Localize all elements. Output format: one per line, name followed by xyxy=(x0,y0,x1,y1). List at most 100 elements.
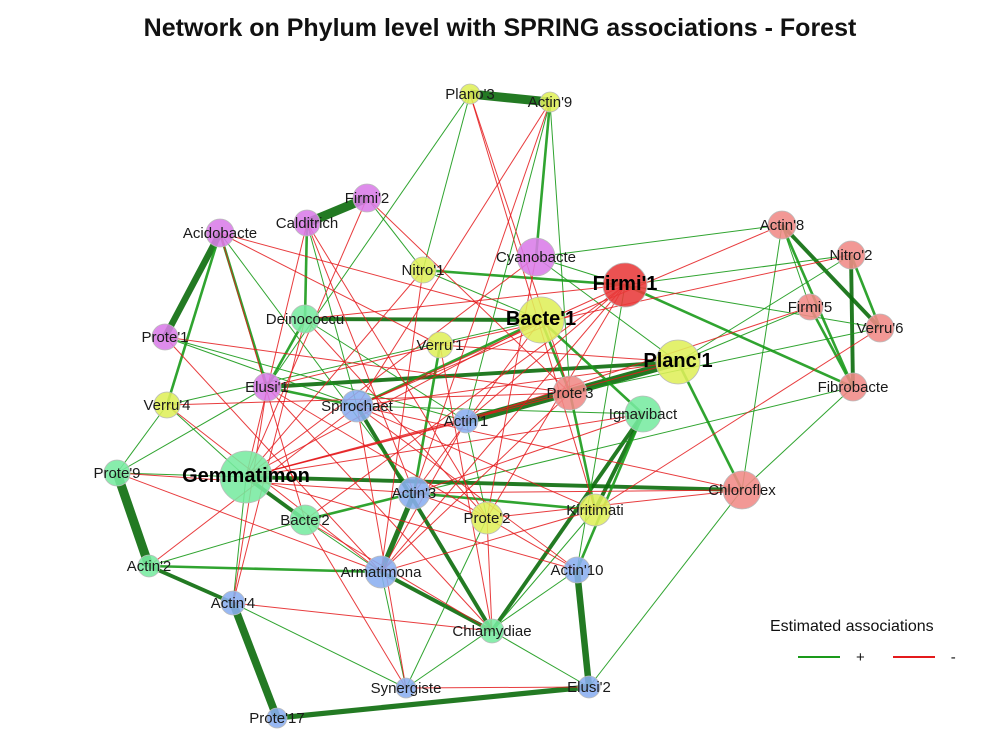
edge-negative xyxy=(245,392,571,478)
node-label: Calditrich xyxy=(276,215,339,232)
node-deinococcu xyxy=(290,304,320,334)
node-verru1 xyxy=(426,331,454,359)
edge-negative xyxy=(219,232,441,346)
edge-positive xyxy=(413,491,596,512)
edge-negative xyxy=(304,519,493,632)
node-label: Bacte'1 xyxy=(506,308,576,330)
edge-positive xyxy=(304,317,542,322)
edge-negative xyxy=(266,386,493,632)
node-firmi5 xyxy=(796,293,824,321)
node-chlamydiae xyxy=(479,618,505,644)
node-label: Nitro'1 xyxy=(402,262,445,279)
node-label: Actin'1 xyxy=(444,413,489,430)
node-synergiste xyxy=(395,677,417,699)
node-label: Firmi'5 xyxy=(788,299,833,316)
edge-positive xyxy=(569,327,881,394)
edge-positive xyxy=(490,412,645,633)
edge-positive xyxy=(677,306,811,363)
edge-negative xyxy=(304,318,488,519)
node-label: Plano'3 xyxy=(445,86,495,103)
node-elusi1 xyxy=(252,372,282,402)
edge-positive xyxy=(245,475,743,492)
node-label: Verru'1 xyxy=(416,337,463,354)
edge-negative xyxy=(413,489,743,494)
node-cyanobacte xyxy=(516,237,556,277)
edge-negative xyxy=(380,284,626,573)
edge-positive xyxy=(380,570,493,633)
edge-positive xyxy=(465,420,488,519)
node-label: Bacte'2 xyxy=(280,512,330,529)
edge-positive xyxy=(148,519,306,567)
node-label: Actin'2 xyxy=(127,558,172,575)
node-spirochaet xyxy=(340,389,374,423)
node-label: Chlamydiae xyxy=(452,623,531,640)
node-label: Actin'4 xyxy=(211,595,256,612)
edge-positive xyxy=(576,284,626,571)
node-label: Elusi'2 xyxy=(567,679,611,696)
node-label: Elusi'1 xyxy=(245,379,289,396)
node-actin3 xyxy=(397,476,431,510)
edge-positive xyxy=(808,306,855,388)
edge-positive xyxy=(624,254,852,286)
edge-positive xyxy=(276,684,590,721)
edge-negative xyxy=(465,306,811,422)
node-label: Synergiste xyxy=(371,680,442,697)
edge-positive xyxy=(148,564,234,605)
edge-negative xyxy=(116,472,382,573)
legend-row: + - xyxy=(770,646,980,668)
node-calditrich xyxy=(293,209,321,237)
node-label: Actin'10 xyxy=(551,562,604,579)
node-nitro2 xyxy=(836,240,866,270)
edge-negative xyxy=(304,284,626,521)
node-prote3 xyxy=(552,375,588,411)
node-label: Actin'3 xyxy=(392,485,437,502)
node-label: Armatimona xyxy=(341,564,423,581)
edge-positive xyxy=(266,360,679,389)
node-actin1 xyxy=(453,408,479,434)
node-label: Verru'6 xyxy=(856,320,903,337)
node-planc1 xyxy=(655,339,701,385)
edge-negative xyxy=(219,232,542,321)
node-label: Actin'8 xyxy=(760,217,805,234)
edge-positive xyxy=(469,89,551,107)
edge-negative xyxy=(356,284,626,407)
node-firmi2 xyxy=(352,183,382,213)
node-actin2 xyxy=(137,554,161,578)
node-label: Ignavibact xyxy=(609,406,678,423)
node-label: Kiritimati xyxy=(566,502,624,519)
edge-negative xyxy=(245,222,308,478)
edge-negative xyxy=(245,269,424,478)
node-label: Deinococcu xyxy=(266,311,344,328)
node-plano3 xyxy=(459,83,481,105)
edge-negative xyxy=(232,602,493,632)
node-prote9 xyxy=(103,459,131,487)
node-acidobacte xyxy=(205,218,235,248)
edge-positive xyxy=(405,517,488,689)
edge-positive xyxy=(491,630,590,688)
edge-negative xyxy=(356,405,743,491)
edge-negative xyxy=(366,197,571,394)
node-actin8 xyxy=(767,210,797,240)
edge-negative xyxy=(164,336,571,394)
edge-positive xyxy=(535,224,783,258)
edge-negative xyxy=(356,405,578,571)
edge-negative xyxy=(356,101,551,407)
edge-positive xyxy=(780,223,882,330)
edge-positive xyxy=(162,231,223,339)
edge-negative xyxy=(439,344,493,632)
edge-positive xyxy=(741,386,854,491)
edge-positive xyxy=(422,268,626,287)
edge-positive xyxy=(219,232,415,494)
node-fibrobacte xyxy=(838,372,868,402)
edge-positive xyxy=(380,571,407,689)
node-label: Prote'2 xyxy=(463,510,510,527)
nodes-layer xyxy=(103,83,895,729)
edge-positive xyxy=(781,224,811,308)
edge-negative xyxy=(486,517,578,571)
labels-layer: Plano'3 Actin'9 Firmi'2 Calditrich Acidobact… xyxy=(93,86,903,727)
edge-positive xyxy=(229,601,281,720)
edge-negative xyxy=(469,93,571,394)
legend-positive-label: + xyxy=(856,648,865,666)
edge-negative xyxy=(486,489,743,519)
